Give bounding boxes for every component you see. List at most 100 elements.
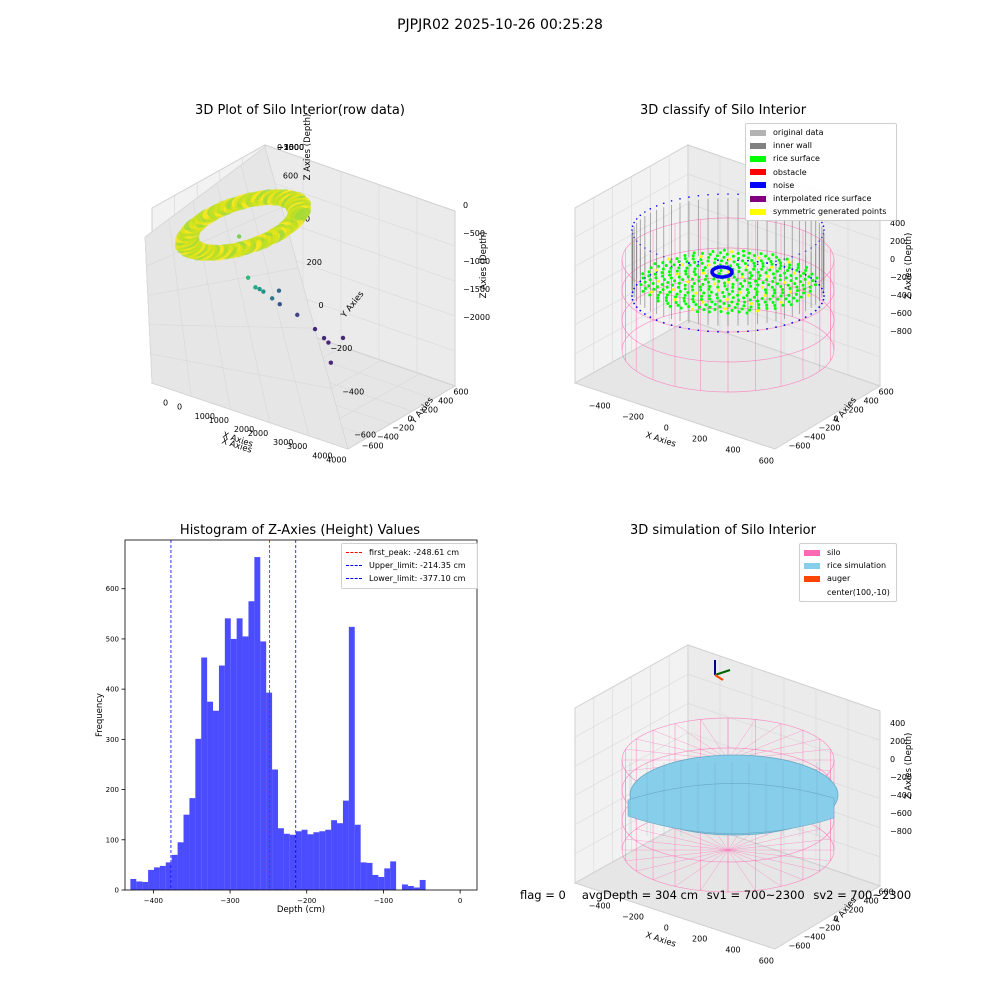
rice-surface-point [737,256,741,260]
histogram-bar [366,862,373,890]
rice-surface-point [810,272,814,276]
rice-surface-point [718,305,722,309]
y-tick-label: 200 [849,406,864,415]
rice-surface-point [691,254,695,258]
noise-point [791,268,794,271]
rice-surface-point [708,252,712,256]
x-tick-label: 1000 [195,412,215,421]
rice-surface-point [718,272,722,276]
legend-item: inner wall [750,139,892,152]
noise-point [814,309,817,312]
rice-surface-point [735,262,739,266]
grid-line [687,673,881,741]
histogram-bar [313,832,320,890]
rice-surface-point [739,282,743,286]
rice-surface-point [684,302,688,306]
grid-line [264,179,456,247]
noise-point [688,196,690,198]
rice-surface-point [768,297,772,301]
symmetric-point [763,294,767,298]
z-tick-label: 0 [277,143,282,152]
rice-surface-point [748,271,752,275]
rice-surface-point [695,310,699,314]
y-tick-label: 600 [453,388,468,397]
rice-surface-point [778,278,782,282]
rice-surface-point [745,293,749,297]
histogram-bar [354,824,361,890]
legend-item: Lower_limit: -377.10 cm [346,572,473,585]
rice-surface-point [727,304,731,308]
silo-floor-line [636,828,729,851]
rice-surface-point [706,280,710,284]
noise-point [818,283,821,286]
z-tick-label: −1500 [463,285,490,294]
status-footer: flag = 0 avgDepth = 304 cm sv1 = 700~230… [520,888,916,902]
rice-surface-point [743,279,747,283]
rice-surface-point [804,269,808,273]
silo-floor-line [652,849,729,880]
histogram-bar [301,829,308,890]
rice-surface-point [770,285,774,289]
rice-surface-point [757,277,761,281]
rice-surface-point [773,291,777,295]
z-tick-label: −2000 [463,313,490,322]
rice-surface-point [741,259,745,263]
rice-surface-point [752,261,756,265]
plot3-title: Histogram of Z-Axies (Height) Values [179,523,421,538]
rice-surface-point [641,276,645,280]
rice-surface-point [685,260,689,264]
rice-surface-point [674,301,678,305]
rice-surface-point [690,285,694,289]
noise-point [697,260,700,263]
noise-point [635,218,638,220]
x-tick-label: 600 [759,957,774,966]
noise-point [783,324,786,327]
rice-surface-point [698,285,702,289]
histogram-bar [342,800,349,890]
rice-surface-point [721,290,725,294]
rice-surface-point [778,267,782,271]
rice-surface-point [731,285,735,289]
rice-surface-point [660,282,664,286]
y-tick-label: −200 [819,924,841,933]
noise-point [766,262,768,265]
plot2-legend: original data inner wall rice surface ob… [745,123,897,222]
rice-surface-point [641,289,645,293]
noise-point [639,309,642,312]
z-tick-label: 0 [890,755,895,764]
rice-surface-point [779,285,783,289]
noise-point [822,291,825,294]
rice-surface-point [729,264,733,268]
rice-surface-point [772,276,776,280]
x-tick-label: −400 [589,402,611,411]
rice-surface-point [786,283,790,287]
rice-surface-point [765,278,769,282]
histogram-bar [159,865,166,890]
rice-surface-point [675,269,679,273]
histogram-bar [142,881,149,890]
legend-item: Upper_limit: -214.35 cm [346,559,473,572]
symmetric-point [793,271,797,275]
x-tick-label: 0 [177,403,182,412]
rice-surface-point [671,283,675,287]
legend-item: noise [750,179,892,192]
rice-surface-point [750,274,754,278]
legend-label: first_peak: -248.61 cm [369,548,460,558]
rice-surface-point [792,296,796,300]
histogram-bar [189,798,196,890]
rice-surface-point [668,290,672,294]
rice-surface-point [731,296,735,300]
symmetric-point [806,293,810,297]
rice-surface-point [707,310,711,314]
rice-surface-point [723,284,727,288]
rice-surface-point [764,291,768,295]
noise-point [775,260,777,262]
rice-surface-point [675,257,679,261]
rice-surface-point [760,267,764,271]
x-tick-label: 600 [759,457,774,466]
x-tick-label: −200 [622,413,644,422]
symmetric-point [766,274,770,278]
rice-surface-point [745,311,749,315]
y-tick-label: 500 [106,635,119,643]
silo-roof-line [727,723,782,761]
